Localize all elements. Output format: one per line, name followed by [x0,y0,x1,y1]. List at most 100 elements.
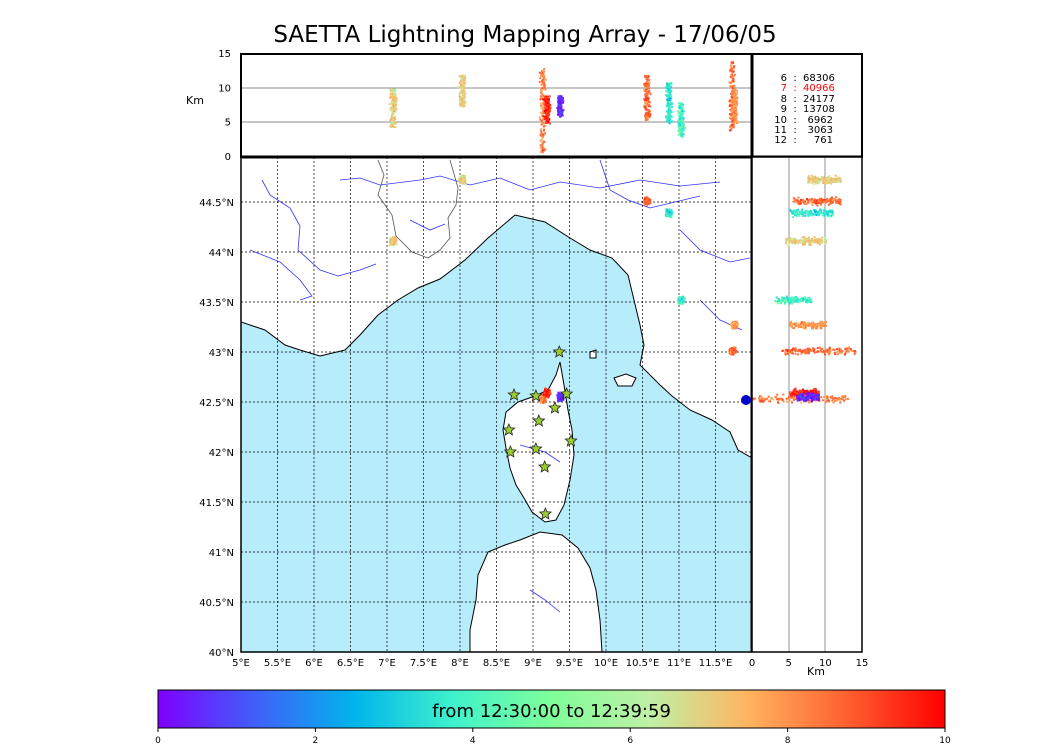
lightning-source-altitude [733,65,736,68]
lightning-source-altitude [390,115,393,118]
lightning-source-side [828,179,831,182]
lightning-source-altitude [540,90,543,93]
lightning-source-side [832,397,835,400]
lightning-source-altitude [735,96,738,99]
lightning-source-altitude [681,136,684,139]
lightning-source-side [813,387,816,390]
lightning-source-altitude [549,122,552,125]
lightning-source-altitude [643,89,646,92]
hour-count-row: 10:6962 [774,114,833,126]
lightning-source-altitude [542,118,545,121]
lightning-source-side [784,301,787,304]
lightning-source-side [770,397,773,400]
lightning-source-altitude [736,120,739,123]
lightning-source-altitude [558,104,561,107]
lightning-source-side [799,212,802,215]
lightning-source-side [783,302,786,305]
lightning-source-side [808,213,811,216]
lightning-source-side [803,399,806,402]
lightning-source-side [801,239,804,242]
lightning-source-altitude [391,123,394,126]
lightning-source-altitude [645,114,648,117]
lightning-source-side [790,210,793,213]
lightning-source-side [808,198,811,201]
lightning-source-side [774,299,777,302]
lightning-source-side [808,212,811,215]
lightning-source-side [795,396,798,399]
hour-count-row: 11:3063 [774,125,833,137]
lightning-source-side [796,212,799,215]
lightning-source-altitude [681,116,684,119]
lightning-source-side [795,238,798,241]
lightning-source-side [813,201,816,204]
lightning-source [666,214,669,217]
lightning-source-side [796,392,799,395]
lightning-source-altitude [557,108,560,111]
lightning-source-altitude [731,124,734,127]
lightning-source-side [776,398,779,401]
lat-tick-label: 40.5°N [199,598,234,609]
lightning-source [560,397,563,400]
lightning-source-side [820,350,823,353]
lightning-source-altitude [539,139,542,142]
lightning-source-side [830,178,833,181]
lightning-source [392,238,395,241]
lightning-source-altitude [732,87,735,90]
lightning-source-altitude [543,147,546,150]
lightning-source-side [796,323,799,326]
lightning-source-altitude [541,146,544,149]
lightning-source-side [831,214,834,217]
lightning-source-altitude [644,115,647,118]
lightning-source-side [812,391,815,394]
lightning-source-altitude [646,102,649,105]
lightning-source-altitude [682,124,685,127]
lightning-source-altitude [733,100,736,103]
lightning-source-altitude [644,99,647,102]
lightning-source [393,236,396,239]
lightning-source-altitude [557,97,560,100]
lightning-source-side [827,210,830,213]
lightning-source-altitude [732,70,735,73]
lightning-source-side [805,397,808,400]
lightning-source [732,350,735,353]
lightning-source-side [808,299,811,302]
lightning-source-side [828,351,831,354]
lightning-source-altitude [463,87,466,90]
lightning-source-side [837,177,840,180]
lightning-source-altitude [543,105,546,108]
lightning-source [463,174,466,177]
lightning-source-altitude [545,110,548,113]
lightning-source-side [823,216,826,219]
lightning-source [539,399,542,402]
lightning-source-altitude [391,118,394,121]
lightning-source-altitude [733,80,736,83]
lightning-source-side [799,241,802,244]
lightning-source-side [798,394,801,397]
lightning-source-side [776,400,779,403]
lightning-source-altitude [644,119,647,122]
lightning-source-side [780,298,783,301]
lightning-source [684,297,687,300]
lightning-source-side [825,199,828,202]
lightning-source-side [784,353,787,356]
lightning-source-side [786,350,789,353]
lightning-source-side [803,201,806,204]
lightning-source-altitude [390,126,393,129]
lightning-source-side [776,393,779,396]
altitude-tick-label: 5 [225,118,231,129]
lightning-source-altitude [392,112,395,115]
lightning-source-side [800,401,803,404]
lightning-source [539,397,542,400]
lightning-source-altitude [459,91,462,94]
lightning-source-altitude [730,128,733,131]
lightning-source-side [823,214,826,217]
lightning-source-altitude [463,78,466,81]
lightning-source-side [793,390,796,393]
lightning-source-altitude [681,120,684,123]
lightning-source-side [797,397,800,400]
lightning-source-altitude [393,104,396,107]
lightning-source-side [809,177,812,180]
lightning-source-side [808,177,811,180]
lightning-source-altitude [546,98,549,101]
lightning-source-side [805,399,808,402]
